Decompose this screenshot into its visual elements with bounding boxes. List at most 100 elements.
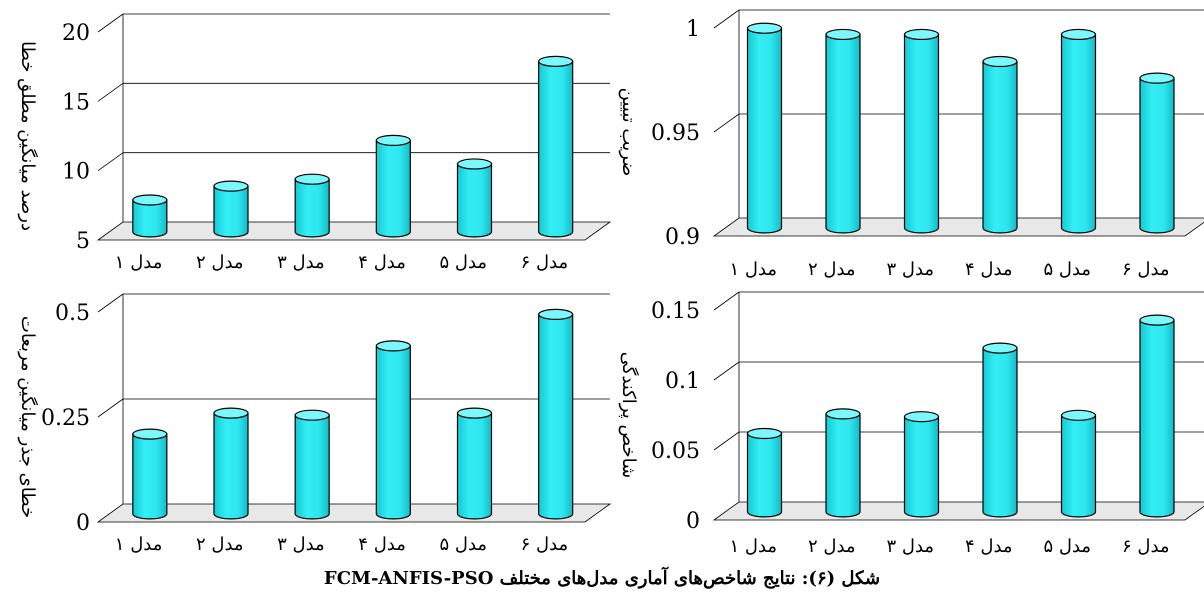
- category-label: مدل ۴: [965, 259, 1013, 280]
- bar-top: [1139, 314, 1175, 326]
- category-label: مدل ۵: [439, 534, 487, 555]
- category-label: مدل ۶: [521, 534, 569, 555]
- bar: [982, 55, 1018, 234]
- bar-body: [825, 33, 861, 234]
- gridline-side: [713, 291, 740, 311]
- bar-body: [213, 185, 249, 238]
- bar-body: [1060, 414, 1097, 518]
- bar-top: [982, 342, 1018, 354]
- bar-top: [982, 55, 1018, 68]
- bar-body: [538, 60, 574, 238]
- bar-top: [294, 173, 330, 185]
- gridline-side: [97, 293, 124, 313]
- bar-top: [903, 411, 940, 423]
- bar-body: [1060, 33, 1097, 234]
- bar-body: [825, 413, 861, 518]
- bar-body: [982, 347, 1018, 518]
- bar-body: [982, 60, 1018, 234]
- bar-body: [746, 27, 783, 234]
- bar-body: [903, 33, 940, 234]
- bar-top: [132, 428, 168, 440]
- category-label: مدل ۳: [886, 536, 934, 557]
- bar-body: [1139, 77, 1175, 234]
- bar-body: [1139, 319, 1175, 518]
- bar-top: [903, 28, 940, 41]
- category-label: مدل ۶: [521, 252, 569, 273]
- y-tick-label: 20: [62, 21, 90, 46]
- category-label: مدل ۳: [886, 259, 934, 280]
- gridline-side: [713, 113, 740, 133]
- y-axis-label: شاخص پراکندگی: [618, 352, 640, 478]
- chart-panel-bottom-left: 0 0.25 0.5 مدل ۱ مدل ۲ مدل ۳ مدل ۴ مدل ۵ مدل ۶ خط…: [17, 293, 612, 555]
- bar-top: [375, 340, 411, 352]
- bar-body: [456, 163, 493, 238]
- bar-body: [132, 433, 168, 520]
- bar: [538, 308, 574, 520]
- bar-body: [375, 139, 411, 238]
- y-axis-label: خطای جذر میانگین مربعات: [17, 316, 39, 518]
- y-tick-label: 10: [62, 160, 90, 185]
- category-label: مدل ۱: [729, 259, 777, 280]
- bar-top: [538, 55, 574, 67]
- bar-top: [746, 22, 783, 34]
- y-tick-label: 0.9: [665, 225, 700, 250]
- y-tick-label: 0.15: [651, 299, 700, 324]
- y-tick-label: 5: [76, 229, 90, 254]
- bar: [213, 407, 249, 520]
- bar: [903, 411, 940, 518]
- bar: [982, 342, 1018, 518]
- y-axis-label: درصد میانگین مطلق خطا: [17, 41, 39, 231]
- bar-top: [825, 28, 861, 41]
- bar-top: [538, 308, 574, 320]
- bar: [213, 180, 249, 238]
- chart-panel-top-right: 0.9 0.95 1 مدل ۱ مدل ۲ مدل ۳ مدل ۴ مدل ۵ مدل ۶ ضر…: [618, 9, 1204, 280]
- bar-top: [1060, 28, 1097, 41]
- bar: [294, 173, 330, 238]
- chart-panel-bottom-right: 0 0.05 0.1 0.15 مدل ۱ مدل ۲ مدل ۳ مدل ۴ مدل ۵ مدل…: [618, 291, 1204, 557]
- bar-top: [213, 407, 249, 419]
- gridline-side: [97, 152, 124, 171]
- category-label: مدل ۲: [808, 259, 856, 280]
- gridline-side: [713, 431, 740, 451]
- bar-body: [375, 345, 411, 520]
- y-tick-label: 15: [62, 90, 90, 115]
- bar: [375, 340, 411, 520]
- bar: [538, 55, 574, 238]
- bar-top: [213, 180, 249, 192]
- y-axis-label: ضریب تبیین: [618, 88, 639, 177]
- bar: [825, 28, 861, 234]
- y-tick-label: 0.5: [55, 301, 90, 326]
- category-label: مدل ۱: [729, 536, 777, 557]
- chart-floor: [712, 217, 1204, 237]
- category-label: مدل ۲: [196, 534, 244, 555]
- gridline-side: [713, 9, 740, 29]
- category-label: مدل ۳: [277, 534, 325, 555]
- chart-floor: [96, 503, 612, 523]
- y-tick-label: 1: [686, 17, 700, 42]
- bar: [456, 407, 493, 520]
- y-tick-label: 0.25: [41, 406, 90, 431]
- bar-body: [746, 432, 783, 518]
- bar-body: [456, 412, 493, 520]
- gridline-side: [97, 398, 124, 418]
- category-label: مدل ۲: [808, 536, 856, 557]
- bar: [825, 408, 861, 518]
- bar-body: [538, 313, 574, 520]
- category-label: مدل ۴: [358, 252, 406, 273]
- category-label: مدل ۴: [965, 536, 1013, 557]
- bar: [294, 409, 330, 520]
- bar: [903, 28, 940, 234]
- bar-top: [1060, 409, 1097, 421]
- category-label: مدل ۵: [439, 252, 487, 273]
- bar: [1060, 28, 1097, 234]
- bar-top: [132, 194, 168, 206]
- chart-panel-top-left: 5 10 15 20 مدل ۱ مدل ۲ مدل ۳ مدل ۴ مدل ۵ مدل ۶ درص…: [17, 13, 612, 273]
- bar-body: [213, 412, 249, 520]
- chart-floor: [712, 501, 1204, 521]
- bar-body: [294, 178, 330, 238]
- bar-top: [456, 407, 493, 419]
- gridline-side: [97, 13, 124, 33]
- category-label: مدل ۴: [358, 534, 406, 555]
- y-tick-label: 0.05: [651, 439, 700, 464]
